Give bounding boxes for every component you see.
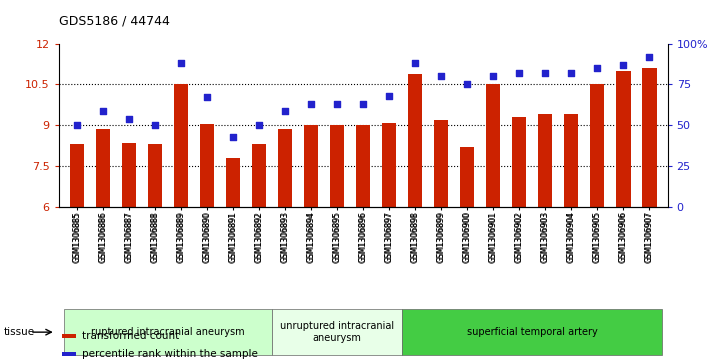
- Text: GSM1306888: GSM1306888: [151, 212, 159, 262]
- Text: percentile rank within the sample: percentile rank within the sample: [81, 349, 258, 359]
- Point: [71, 122, 83, 128]
- Text: GDS5186 / 44744: GDS5186 / 44744: [59, 15, 169, 28]
- FancyBboxPatch shape: [272, 309, 402, 355]
- Point: [383, 93, 395, 99]
- Point: [149, 122, 161, 128]
- Text: GSM1306899: GSM1306899: [437, 212, 446, 263]
- Bar: [434, 120, 448, 207]
- Bar: [121, 143, 136, 207]
- Text: GSM1306902: GSM1306902: [515, 212, 524, 263]
- Bar: [69, 144, 84, 207]
- Text: ruptured intracranial aneurysm: ruptured intracranial aneurysm: [91, 327, 245, 337]
- Point: [409, 60, 421, 66]
- Point: [97, 107, 109, 113]
- Bar: [356, 125, 371, 207]
- Text: GSM1306905: GSM1306905: [593, 212, 602, 263]
- Point: [331, 101, 343, 107]
- Bar: [278, 129, 292, 207]
- Bar: [460, 147, 474, 207]
- Bar: [252, 144, 266, 207]
- Text: GSM1306907: GSM1306907: [645, 212, 654, 263]
- Point: [513, 70, 525, 76]
- Text: GSM1306901: GSM1306901: [488, 212, 498, 263]
- Point: [201, 94, 213, 100]
- Text: unruptured intracranial
aneurysm: unruptured intracranial aneurysm: [280, 321, 394, 343]
- Text: GSM1306894: GSM1306894: [306, 212, 316, 263]
- Bar: [330, 125, 344, 207]
- Point: [540, 70, 551, 76]
- Bar: [148, 144, 162, 207]
- Bar: [62, 352, 76, 356]
- Bar: [486, 84, 501, 207]
- Text: GSM1306890: GSM1306890: [202, 212, 211, 263]
- Bar: [564, 114, 578, 207]
- Point: [436, 73, 447, 79]
- Text: GSM1306898: GSM1306898: [411, 212, 420, 262]
- Bar: [616, 71, 630, 207]
- Text: GSM1306893: GSM1306893: [281, 212, 289, 263]
- Bar: [538, 114, 553, 207]
- Text: transformed count: transformed count: [81, 331, 179, 341]
- Point: [306, 101, 317, 107]
- Text: tissue: tissue: [4, 327, 35, 337]
- FancyBboxPatch shape: [402, 309, 663, 355]
- Text: GSM1306903: GSM1306903: [540, 212, 550, 263]
- Text: GSM1306892: GSM1306892: [254, 212, 263, 262]
- Text: GSM1306889: GSM1306889: [176, 212, 186, 262]
- Bar: [96, 129, 110, 207]
- Text: GSM1306891: GSM1306891: [228, 212, 238, 262]
- Bar: [62, 334, 76, 338]
- Text: GSM1306887: GSM1306887: [124, 212, 134, 262]
- Text: GSM1306885: GSM1306885: [72, 212, 81, 262]
- Text: GSM1306906: GSM1306906: [619, 212, 628, 263]
- Text: GSM1306886: GSM1306886: [99, 212, 107, 262]
- Bar: [642, 68, 657, 207]
- Point: [488, 73, 499, 79]
- Bar: [304, 125, 318, 207]
- Point: [227, 134, 238, 139]
- Point: [279, 107, 291, 113]
- Text: GSM1306896: GSM1306896: [358, 212, 368, 263]
- Point: [643, 54, 655, 60]
- Text: GSM1306904: GSM1306904: [567, 212, 575, 263]
- Bar: [408, 73, 422, 207]
- Bar: [590, 84, 605, 207]
- Point: [565, 70, 577, 76]
- Point: [592, 65, 603, 71]
- Bar: [174, 84, 188, 207]
- Bar: [382, 122, 396, 207]
- FancyBboxPatch shape: [64, 309, 272, 355]
- Point: [123, 116, 134, 122]
- Point: [253, 122, 265, 128]
- Bar: [512, 117, 526, 207]
- Point: [618, 62, 629, 68]
- Text: GSM1306897: GSM1306897: [385, 212, 393, 263]
- Text: GSM1306900: GSM1306900: [463, 212, 472, 263]
- Point: [175, 60, 186, 66]
- Point: [358, 101, 369, 107]
- Text: GSM1306895: GSM1306895: [333, 212, 341, 263]
- Bar: [226, 158, 240, 207]
- Text: superficial temporal artery: superficial temporal artery: [467, 327, 598, 337]
- Point: [461, 81, 473, 87]
- Bar: [200, 124, 214, 207]
